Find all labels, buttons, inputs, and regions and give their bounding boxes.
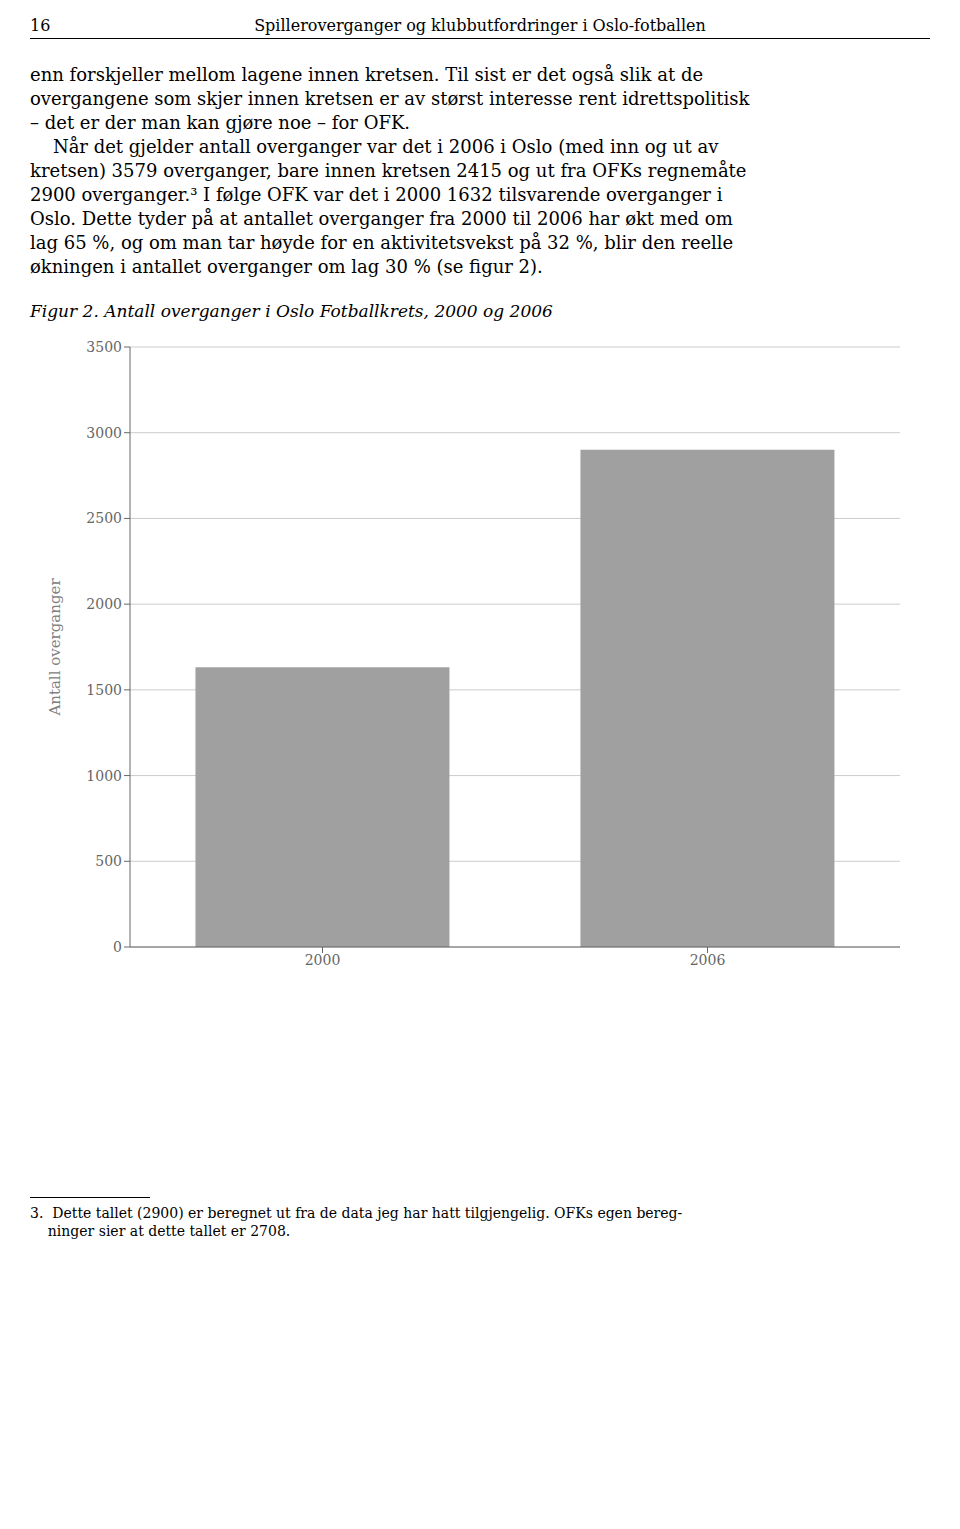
svg-text:2000: 2000 bbox=[305, 952, 341, 968]
svg-text:2500: 2500 bbox=[86, 510, 122, 526]
html-text:– det er der man kan gjøre noe: – det er der man kan gjøre noe – for OFK… bbox=[30, 112, 411, 133]
svg-text:3500: 3500 bbox=[86, 339, 122, 355]
html-text:enn forskjeller mellom lagene: enn forskjeller mellom lagene innen kret… bbox=[30, 64, 704, 85]
html-text:Når det gjelder antall overgan: Når det gjelder antall overganger var de… bbox=[30, 136, 719, 157]
html-text:2900 overganger.³ I følge OFK: 2900 overganger.³ I følge OFK var det i … bbox=[30, 184, 723, 205]
html-text:3. Dette tallet (2900) er bere: 3. Dette tallet (2900) er beregnet ut fr… bbox=[30, 1205, 683, 1221]
html-text:ninger sier at dette tallet er: ninger sier at dette tallet er 2708. bbox=[30, 1223, 291, 1239]
html-text:16: 16 bbox=[30, 16, 51, 35]
svg-text:Antall overganger: Antall overganger bbox=[46, 578, 64, 717]
svg-text:500: 500 bbox=[95, 853, 122, 869]
html-text:Oslo. Dette tyder på at antall: Oslo. Dette tyder på at antallet overgan… bbox=[30, 208, 733, 229]
svg-text:3000: 3000 bbox=[86, 425, 122, 441]
html-text:Figur 2. Antall overganger i O: Figur 2. Antall overganger i Oslo Fotbal… bbox=[30, 301, 553, 321]
svg-text:1000: 1000 bbox=[86, 768, 122, 784]
svg-text:0: 0 bbox=[113, 939, 122, 955]
svg-text:2000: 2000 bbox=[86, 596, 122, 612]
html-text:Spilleroverganger og klubbutfo: Spilleroverganger og klubbutfordringer i… bbox=[254, 16, 706, 35]
html-text:lag 65 %, og om man tar høyde: lag 65 %, og om man tar høyde for en akt… bbox=[30, 232, 734, 253]
svg-text:1500: 1500 bbox=[86, 682, 122, 698]
html-text:økningen i antallet overganger: økningen i antallet overganger om lag 30… bbox=[30, 256, 543, 277]
html-text:overgangene som skjer innen kr: overgangene som skjer innen kretsen er a… bbox=[30, 88, 750, 109]
svg-text:2006: 2006 bbox=[690, 952, 726, 968]
html-text:kretsen) 3579 overganger, bare: kretsen) 3579 overganger, bare innen kre… bbox=[30, 160, 747, 181]
